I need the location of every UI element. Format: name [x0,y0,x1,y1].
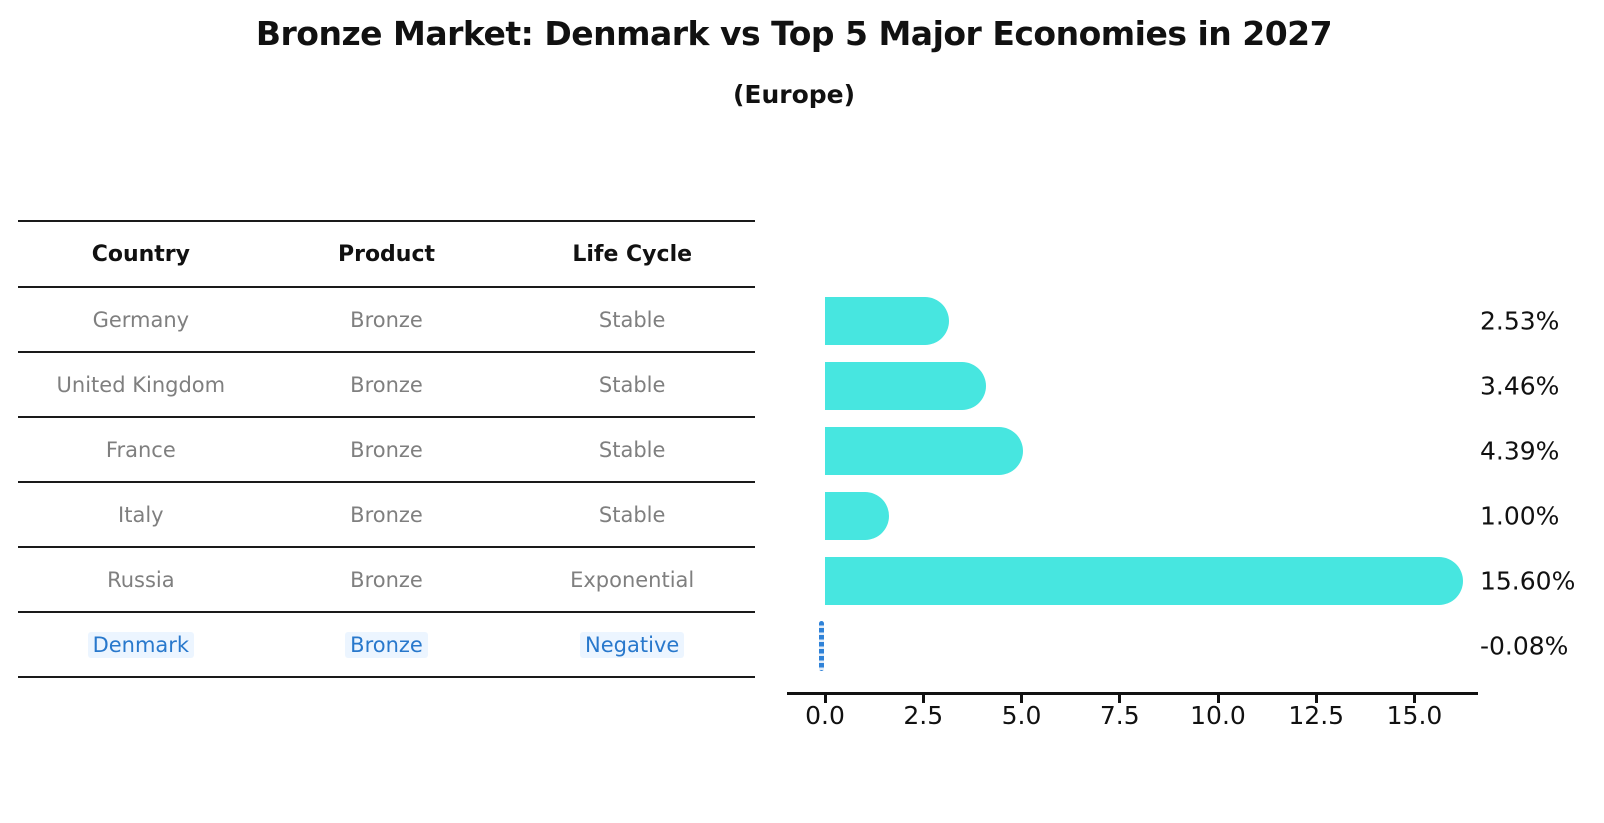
x-axis-line [787,692,1478,695]
x-axis-tick [823,694,827,703]
column-header-life-cycle: Life Cycle [572,241,693,267]
country-cell: Germany [92,307,190,332]
value-label: 4.39% [1480,436,1560,465]
x-axis-tick [1020,694,1023,703]
table-header-row: Country Product Life Cycle [18,220,755,288]
x-axis-tick-label: 2.5 [903,701,944,730]
country-cell: Denmark [18,631,264,658]
table-row: France Bronze Stable [18,418,755,483]
value-label: 3.46% [1480,371,1560,400]
x-axis-tick [1314,694,1318,703]
table-row-denmark: Denmark Bronze Negative [18,613,755,678]
table-row: Russia Bronze Exponential [18,548,755,613]
life-cycle-cell: Exponential [570,567,695,592]
product-cell: Bronze [350,502,423,527]
value-label: -0.08% [1480,631,1569,660]
x-axis-tick [1118,694,1122,703]
bar-united-kingdom [825,361,986,410]
table-row: Italy Bronze Stable [18,483,755,548]
value-label: 2.53% [1480,306,1560,335]
x-axis-tick [921,694,925,703]
x-axis-tick-label: 10.0 [1190,701,1246,730]
product-cell: Bronze [350,437,423,462]
bar-italy [825,491,890,540]
life-cycle-cell: Stable [598,502,666,527]
x-axis-tick-label: 15.0 [1386,701,1443,730]
table-row: Germany Bronze Stable [18,288,755,353]
country-cell: France [105,437,176,462]
x-axis-tick [1216,694,1220,703]
bar-denmark-negative-marker [819,620,825,671]
value-label: 15.60% [1480,566,1576,595]
x-axis-tick-label: 12.5 [1288,701,1345,730]
life-cycle-cell: Negative [509,631,755,658]
bar-france [825,426,1023,475]
life-cycle-cell: Stable [598,307,666,332]
value-label: 1.00% [1480,501,1560,530]
life-cycle-cell: Stable [598,372,666,397]
data-table: Country Product Life Cycle Germany Bronz… [18,220,755,678]
chart-subtitle: (Europe) [732,80,856,109]
bar-germany [825,296,950,345]
bar-russia [825,556,1464,605]
x-axis-tick [1413,694,1416,703]
product-cell: Bronze [264,631,510,658]
table-row: United Kingdom Bronze Stable [18,353,755,418]
product-cell: Bronze [350,372,423,397]
x-axis-tick-label: 5.0 [1001,701,1042,730]
life-cycle-cell: Stable [598,437,666,462]
product-cell: Bronze [350,307,423,332]
chart-title: Bronze Market: Denmark vs Top 5 Major Ec… [255,14,1333,53]
country-cell: Italy [118,502,164,527]
product-cell: Bronze [350,567,423,592]
column-header-product: Product [337,241,436,267]
column-header-country: Country [91,241,190,267]
x-axis-tick-label: 0.0 [805,701,845,730]
x-axis-tick-label: 7.5 [1099,701,1140,730]
country-cell: Russia [107,567,175,592]
country-cell: United Kingdom [56,372,226,397]
